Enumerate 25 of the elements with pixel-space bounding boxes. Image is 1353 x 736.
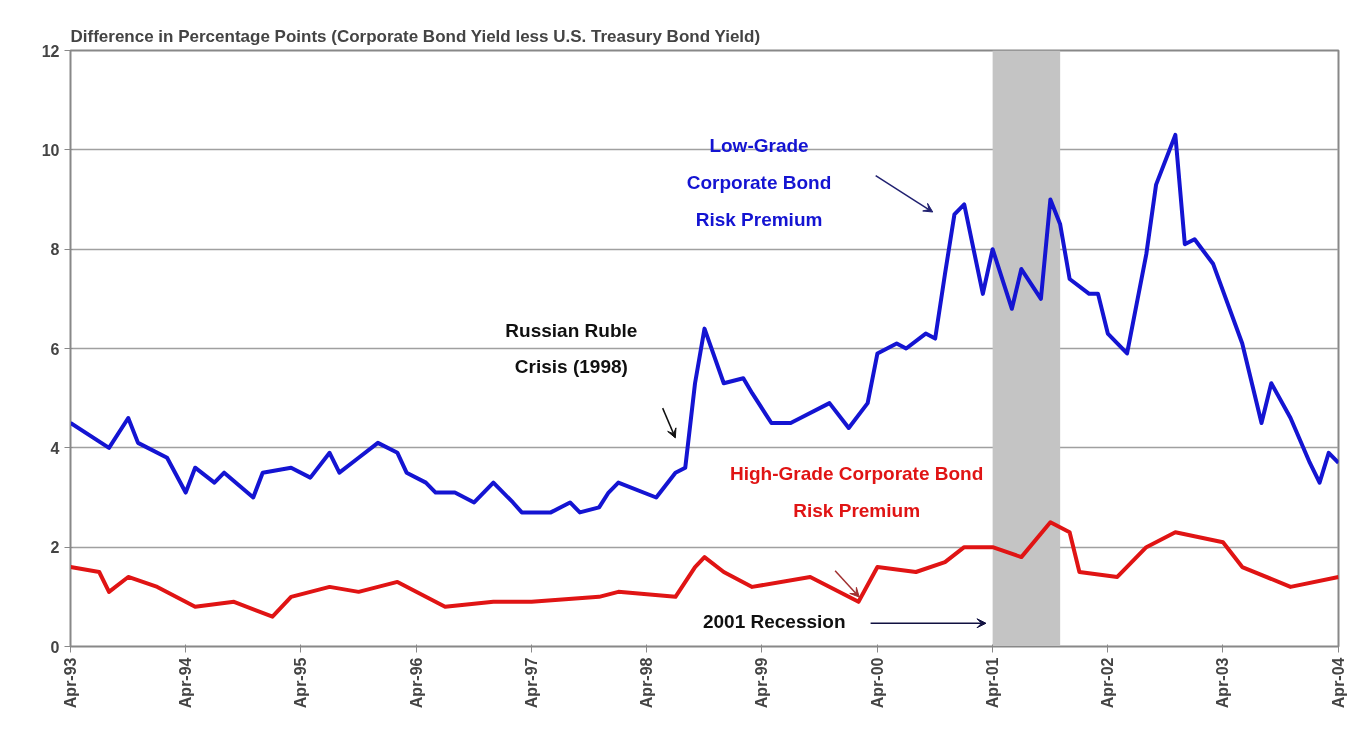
y-tick-label: 12	[41, 42, 60, 60]
y-tick-label: 8	[50, 241, 60, 259]
y-tick-label: 2	[50, 539, 60, 557]
x-tick-label: Apr-01	[984, 657, 1002, 709]
annotation: Low-Grade Corporate Bond Risk Premium	[686, 135, 832, 231]
x-tick-label: Apr-02	[1099, 657, 1117, 709]
y-tick-label: 10	[41, 141, 60, 159]
annotation: Russian Ruble Crisis (1998)	[505, 319, 638, 378]
y-tick-label: 0	[50, 638, 60, 656]
annotation: 2001 Recession	[702, 610, 846, 632]
x-tick-label: Apr-98	[638, 657, 656, 709]
x-tick-label: Apr-00	[868, 657, 886, 709]
y-tick-label: 4	[50, 439, 60, 457]
annotation: High-Grade Corporate Bond Risk Premium	[729, 463, 984, 522]
x-tick-label: Apr-97	[523, 657, 541, 709]
x-tick-label: Apr-96	[407, 657, 425, 709]
x-tick-label: Apr-03	[1214, 657, 1232, 709]
x-tick-label: Apr-93	[62, 657, 79, 709]
x-tick-label: Apr-04	[1330, 657, 1347, 709]
chart-title: Difference in Percentage Points (Corporate Bond Yield less U.S. Treasury Bond Yield)	[70, 26, 761, 46]
y-tick-label: 6	[50, 340, 60, 358]
line-series	[70, 132, 1339, 515]
x-tick-label: Apr-94	[177, 657, 195, 709]
x-tick-label: Apr-95	[292, 657, 310, 709]
x-tick-label: Apr-99	[753, 657, 771, 709]
